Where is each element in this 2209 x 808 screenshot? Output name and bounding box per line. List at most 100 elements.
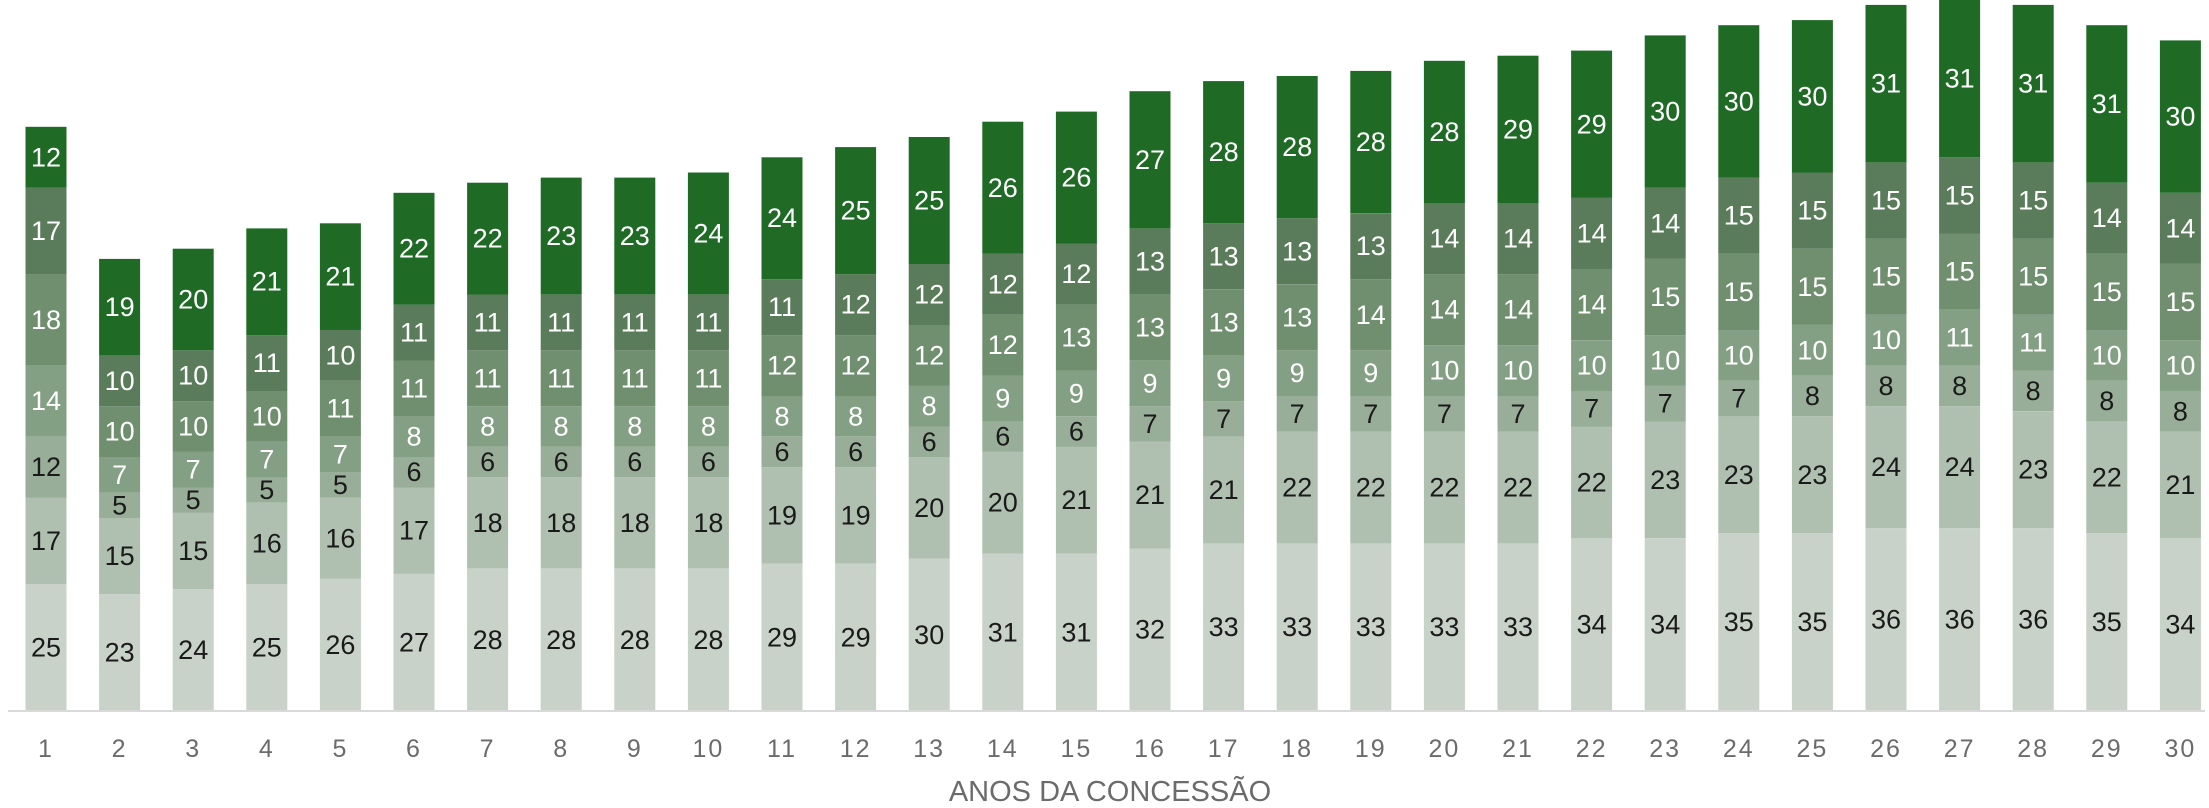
data-label: 24 [1945,452,1975,482]
x-tick-label: 14 [987,735,1019,763]
bar-segment [540,177,582,295]
data-label: 27 [1135,145,1165,175]
bar-segment [1350,350,1392,396]
bar-segment [835,396,877,437]
bar-segment [172,401,214,452]
data-label: 15 [1945,257,1975,287]
data-label: 18 [473,508,503,538]
data-label: 7 [1216,404,1231,434]
bar-segment [1939,365,1981,407]
data-label: 11 [400,318,428,348]
data-label: 23 [2018,455,2048,485]
bar-segment [2012,4,2054,163]
data-label: 14 [1429,295,1459,325]
bar-segment [393,457,435,488]
data-label: 7 [333,440,348,470]
data-label: 25 [31,633,61,663]
data-label: 20 [914,493,944,523]
bar-segment [246,228,288,336]
bar-segment [172,350,214,402]
data-label: 13 [1135,246,1165,276]
bar-segment [908,385,950,427]
bar-segment [1129,406,1171,442]
data-label: 11 [694,363,722,393]
bar-segment [319,330,361,381]
bar-segment [2086,253,2128,330]
data-label: 10 [105,366,135,396]
data-label: 22 [1577,467,1607,497]
data-label: 28 [1429,117,1459,147]
data-label: 18 [620,508,650,538]
data-label: 33 [1282,612,1312,642]
data-label: 17 [31,216,61,246]
data-label: 30 [2165,102,2195,132]
data-label: 8 [774,401,789,431]
bar-segment [1791,248,1833,325]
data-label: 12 [31,142,61,172]
data-label: 18 [31,305,61,335]
data-label: 9 [1363,358,1378,388]
data-label: 28 [693,625,723,655]
bar-segment [2012,370,2054,412]
data-label: 6 [848,437,863,467]
data-label: 14 [1356,300,1386,330]
data-label: 29 [841,622,871,652]
data-label: 33 [1429,612,1459,642]
data-label: 11 [326,394,354,424]
data-label: 14 [1650,208,1680,238]
data-label: 10 [1429,356,1459,386]
bar-segment [2159,340,2201,391]
data-label: 28 [620,625,650,655]
bar-segment [835,436,877,468]
data-label: 12 [31,452,61,482]
bar-segment [1129,441,1171,549]
data-label: 23 [546,221,576,251]
data-label: 21 [1135,480,1165,510]
bar-segment [540,568,582,711]
bar-segment [1791,324,1833,376]
data-label: 15 [1650,282,1680,312]
data-label: 11 [694,307,722,337]
bar-segment [1276,350,1318,396]
bar-segment [614,568,656,711]
data-label: 15 [1724,277,1754,307]
bar-segment [1939,406,1981,529]
bar-segment [2086,182,2128,254]
x-tick-label: 5 [332,735,348,763]
bar-segment [908,558,950,711]
data-label: 11 [547,307,575,337]
x-tick-label: 15 [1060,735,1092,763]
bar-segment [982,121,1024,254]
bar-segment [2012,238,2054,315]
data-label: 13 [1356,231,1386,261]
bar-segment [761,157,803,280]
bar-segment [393,360,435,417]
bar-segment [1718,253,1760,330]
x-tick-label: 24 [1723,735,1755,763]
data-label: 21 [1209,475,1239,505]
x-axis-title: ANOS DA CONCESSÃO [949,774,1271,808]
data-label: 9 [1069,379,1084,409]
data-label: 29 [767,622,797,652]
data-label: 13 [1135,313,1165,343]
data-label: 21 [2165,470,2195,500]
data-label: 15 [2018,186,2048,216]
data-label: 12 [914,279,944,309]
data-label: 22 [1429,473,1459,503]
bar-segment [1276,284,1318,351]
data-label: 11 [768,292,796,322]
data-label: 10 [178,412,208,442]
data-label: 36 [1945,605,1975,635]
data-label: 8 [554,412,569,442]
bar-segment [99,594,141,711]
x-tick-label: 9 [627,735,643,763]
bar-segment [1571,426,1613,539]
bar-segment [393,192,435,305]
x-tick-label: 8 [553,735,569,763]
data-label: 10 [178,361,208,391]
bar-segment [1865,4,1907,163]
data-label: 11 [474,363,502,393]
bar-segment [1939,233,1981,310]
data-label: 5 [186,485,201,515]
data-label: 19 [841,500,871,530]
